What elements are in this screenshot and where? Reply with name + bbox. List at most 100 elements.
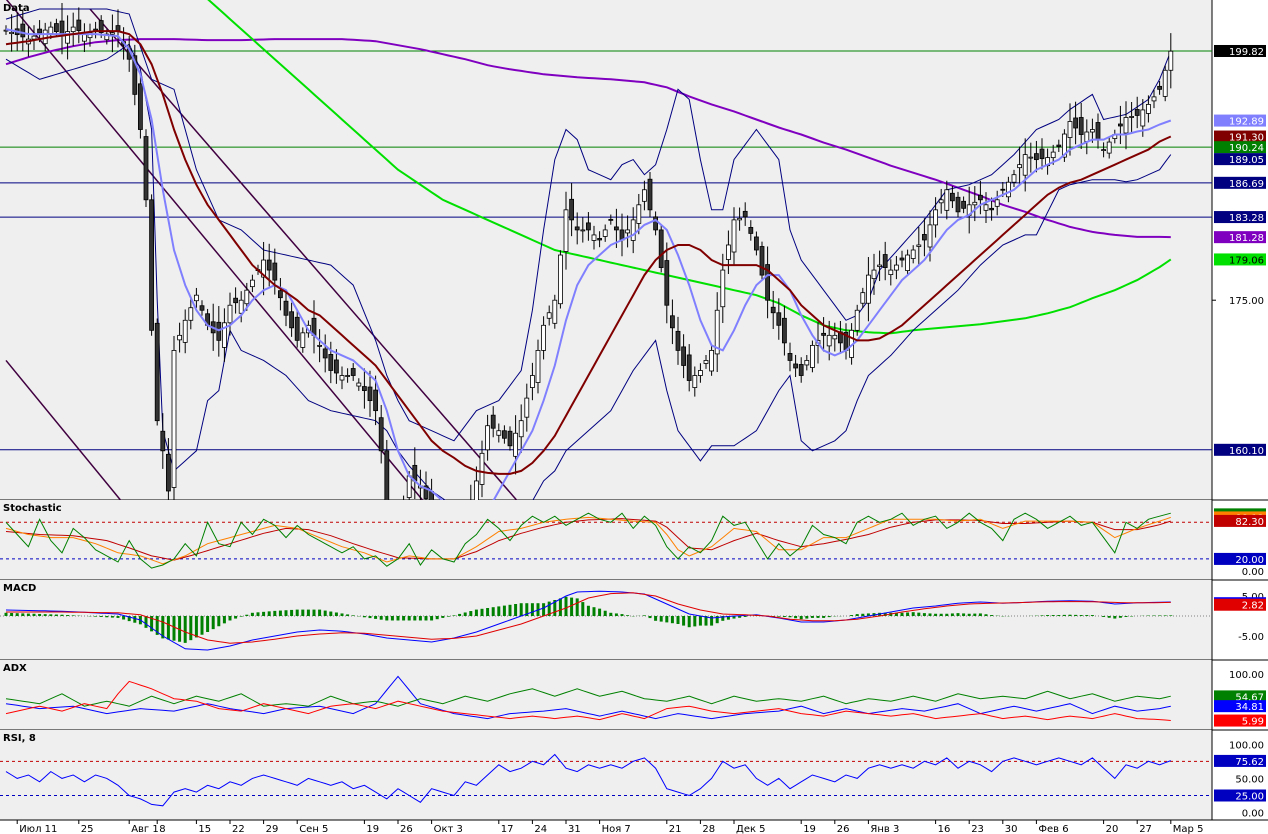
candle-body[interactable] <box>171 350 177 488</box>
candle-body[interactable] <box>277 290 283 299</box>
candle-body[interactable] <box>165 453 171 492</box>
candle-body[interactable] <box>535 350 541 383</box>
candle-body[interactable] <box>317 344 323 347</box>
candle-body[interactable] <box>479 452 485 485</box>
candle-body[interactable] <box>866 274 871 304</box>
candle-body[interactable] <box>675 330 681 351</box>
candle-body[interactable] <box>530 375 535 388</box>
candle-body[interactable] <box>1034 153 1039 161</box>
candle-body[interactable] <box>98 20 104 34</box>
candle-body[interactable] <box>1039 148 1045 160</box>
candle-body[interactable] <box>54 23 59 33</box>
candle-body[interactable] <box>894 264 899 271</box>
candle-body[interactable] <box>798 364 804 376</box>
candle-body[interactable] <box>294 316 300 341</box>
candle-body[interactable] <box>647 178 653 211</box>
candle-body[interactable] <box>698 370 703 376</box>
candle-body[interactable] <box>518 420 524 438</box>
candle-body[interactable] <box>423 485 429 499</box>
candle-body[interactable] <box>367 386 373 402</box>
candle-body[interactable] <box>1101 149 1106 151</box>
candle-body[interactable] <box>563 209 569 252</box>
candle-body[interactable] <box>658 229 664 268</box>
candle-body[interactable] <box>580 229 586 232</box>
candle-body[interactable] <box>972 201 978 206</box>
candle-body[interactable] <box>473 480 479 512</box>
candle-body[interactable] <box>591 234 597 241</box>
candle-body[interactable] <box>507 430 513 447</box>
candle-body[interactable] <box>955 196 961 213</box>
candle-body[interactable] <box>854 309 860 331</box>
candle-body[interactable] <box>149 199 155 331</box>
candle-body[interactable] <box>625 229 630 234</box>
candle-body[interactable] <box>361 386 367 391</box>
candle-body[interactable] <box>961 200 966 209</box>
candle-body[interactable] <box>227 304 233 324</box>
rsi-panel[interactable] <box>0 753 1212 807</box>
candle-body[interactable] <box>1151 96 1157 102</box>
candle-body[interactable] <box>333 359 339 374</box>
candle-body[interactable] <box>70 26 76 33</box>
candle-body[interactable] <box>524 397 530 418</box>
candle-body[interactable] <box>630 219 636 241</box>
candle-body[interactable] <box>384 450 390 521</box>
candle-body[interactable] <box>1073 117 1078 129</box>
candle-body[interactable] <box>602 229 608 237</box>
candle-body[interactable] <box>754 236 759 251</box>
candle-body[interactable] <box>82 33 87 42</box>
candle-body[interactable] <box>37 28 42 34</box>
candle-body[interactable] <box>496 430 502 436</box>
candle-body[interactable] <box>608 218 614 221</box>
candle-body[interactable] <box>328 354 334 371</box>
candle-body[interactable] <box>9 31 15 35</box>
candle-body[interactable] <box>681 346 686 366</box>
candle-body[interactable] <box>726 244 731 260</box>
candle-body[interactable] <box>642 189 647 202</box>
candle-body[interactable] <box>31 35 37 40</box>
candle-body[interactable] <box>300 332 306 348</box>
candle-body[interactable] <box>938 199 944 204</box>
candle-body[interactable] <box>65 31 70 44</box>
candle-body[interactable] <box>720 269 726 308</box>
candle-body[interactable] <box>1118 123 1123 127</box>
candle-body[interactable] <box>345 375 351 377</box>
candle-body[interactable] <box>1157 85 1162 90</box>
candle-body[interactable] <box>748 227 754 234</box>
candle-body[interactable] <box>1056 144 1062 147</box>
candle-body[interactable] <box>860 292 866 304</box>
candle-body[interactable] <box>160 430 166 452</box>
adx-panel[interactable] <box>5 675 1171 721</box>
candle-body[interactable] <box>569 198 574 221</box>
candle-body[interactable] <box>244 289 250 305</box>
candle-body[interactable] <box>793 363 798 369</box>
candle-body[interactable] <box>1062 133 1067 158</box>
candle-body[interactable] <box>770 306 776 314</box>
candle-body[interactable] <box>1017 164 1022 169</box>
candle-body[interactable] <box>266 259 272 271</box>
candle-body[interactable] <box>882 254 888 268</box>
candle-body[interactable] <box>821 332 826 336</box>
candle-body[interactable] <box>513 432 518 457</box>
candle-body[interactable] <box>709 350 714 372</box>
candle-body[interactable] <box>877 264 882 267</box>
candle-body[interactable] <box>810 344 815 368</box>
candle-body[interactable] <box>137 83 143 130</box>
candle-body[interactable] <box>20 23 26 38</box>
candle-body[interactable] <box>994 199 1000 207</box>
candle-body[interactable] <box>1090 129 1095 133</box>
candle-body[interactable] <box>1022 154 1028 176</box>
candle-body[interactable] <box>558 254 563 305</box>
candle-body[interactable] <box>350 368 356 376</box>
candle-body[interactable] <box>586 222 591 231</box>
candle-body[interactable] <box>765 264 770 301</box>
candle-body[interactable] <box>653 216 658 231</box>
candle-body[interactable] <box>406 475 412 498</box>
candle-body[interactable] <box>614 226 619 231</box>
candle-body[interactable] <box>1162 69 1168 97</box>
candle-body[interactable] <box>541 324 546 351</box>
candle-body[interactable] <box>804 360 810 366</box>
candle-body[interactable] <box>574 226 580 231</box>
candle-body[interactable] <box>552 299 558 324</box>
candle-body[interactable] <box>1000 188 1006 191</box>
candle-body[interactable] <box>888 269 894 276</box>
